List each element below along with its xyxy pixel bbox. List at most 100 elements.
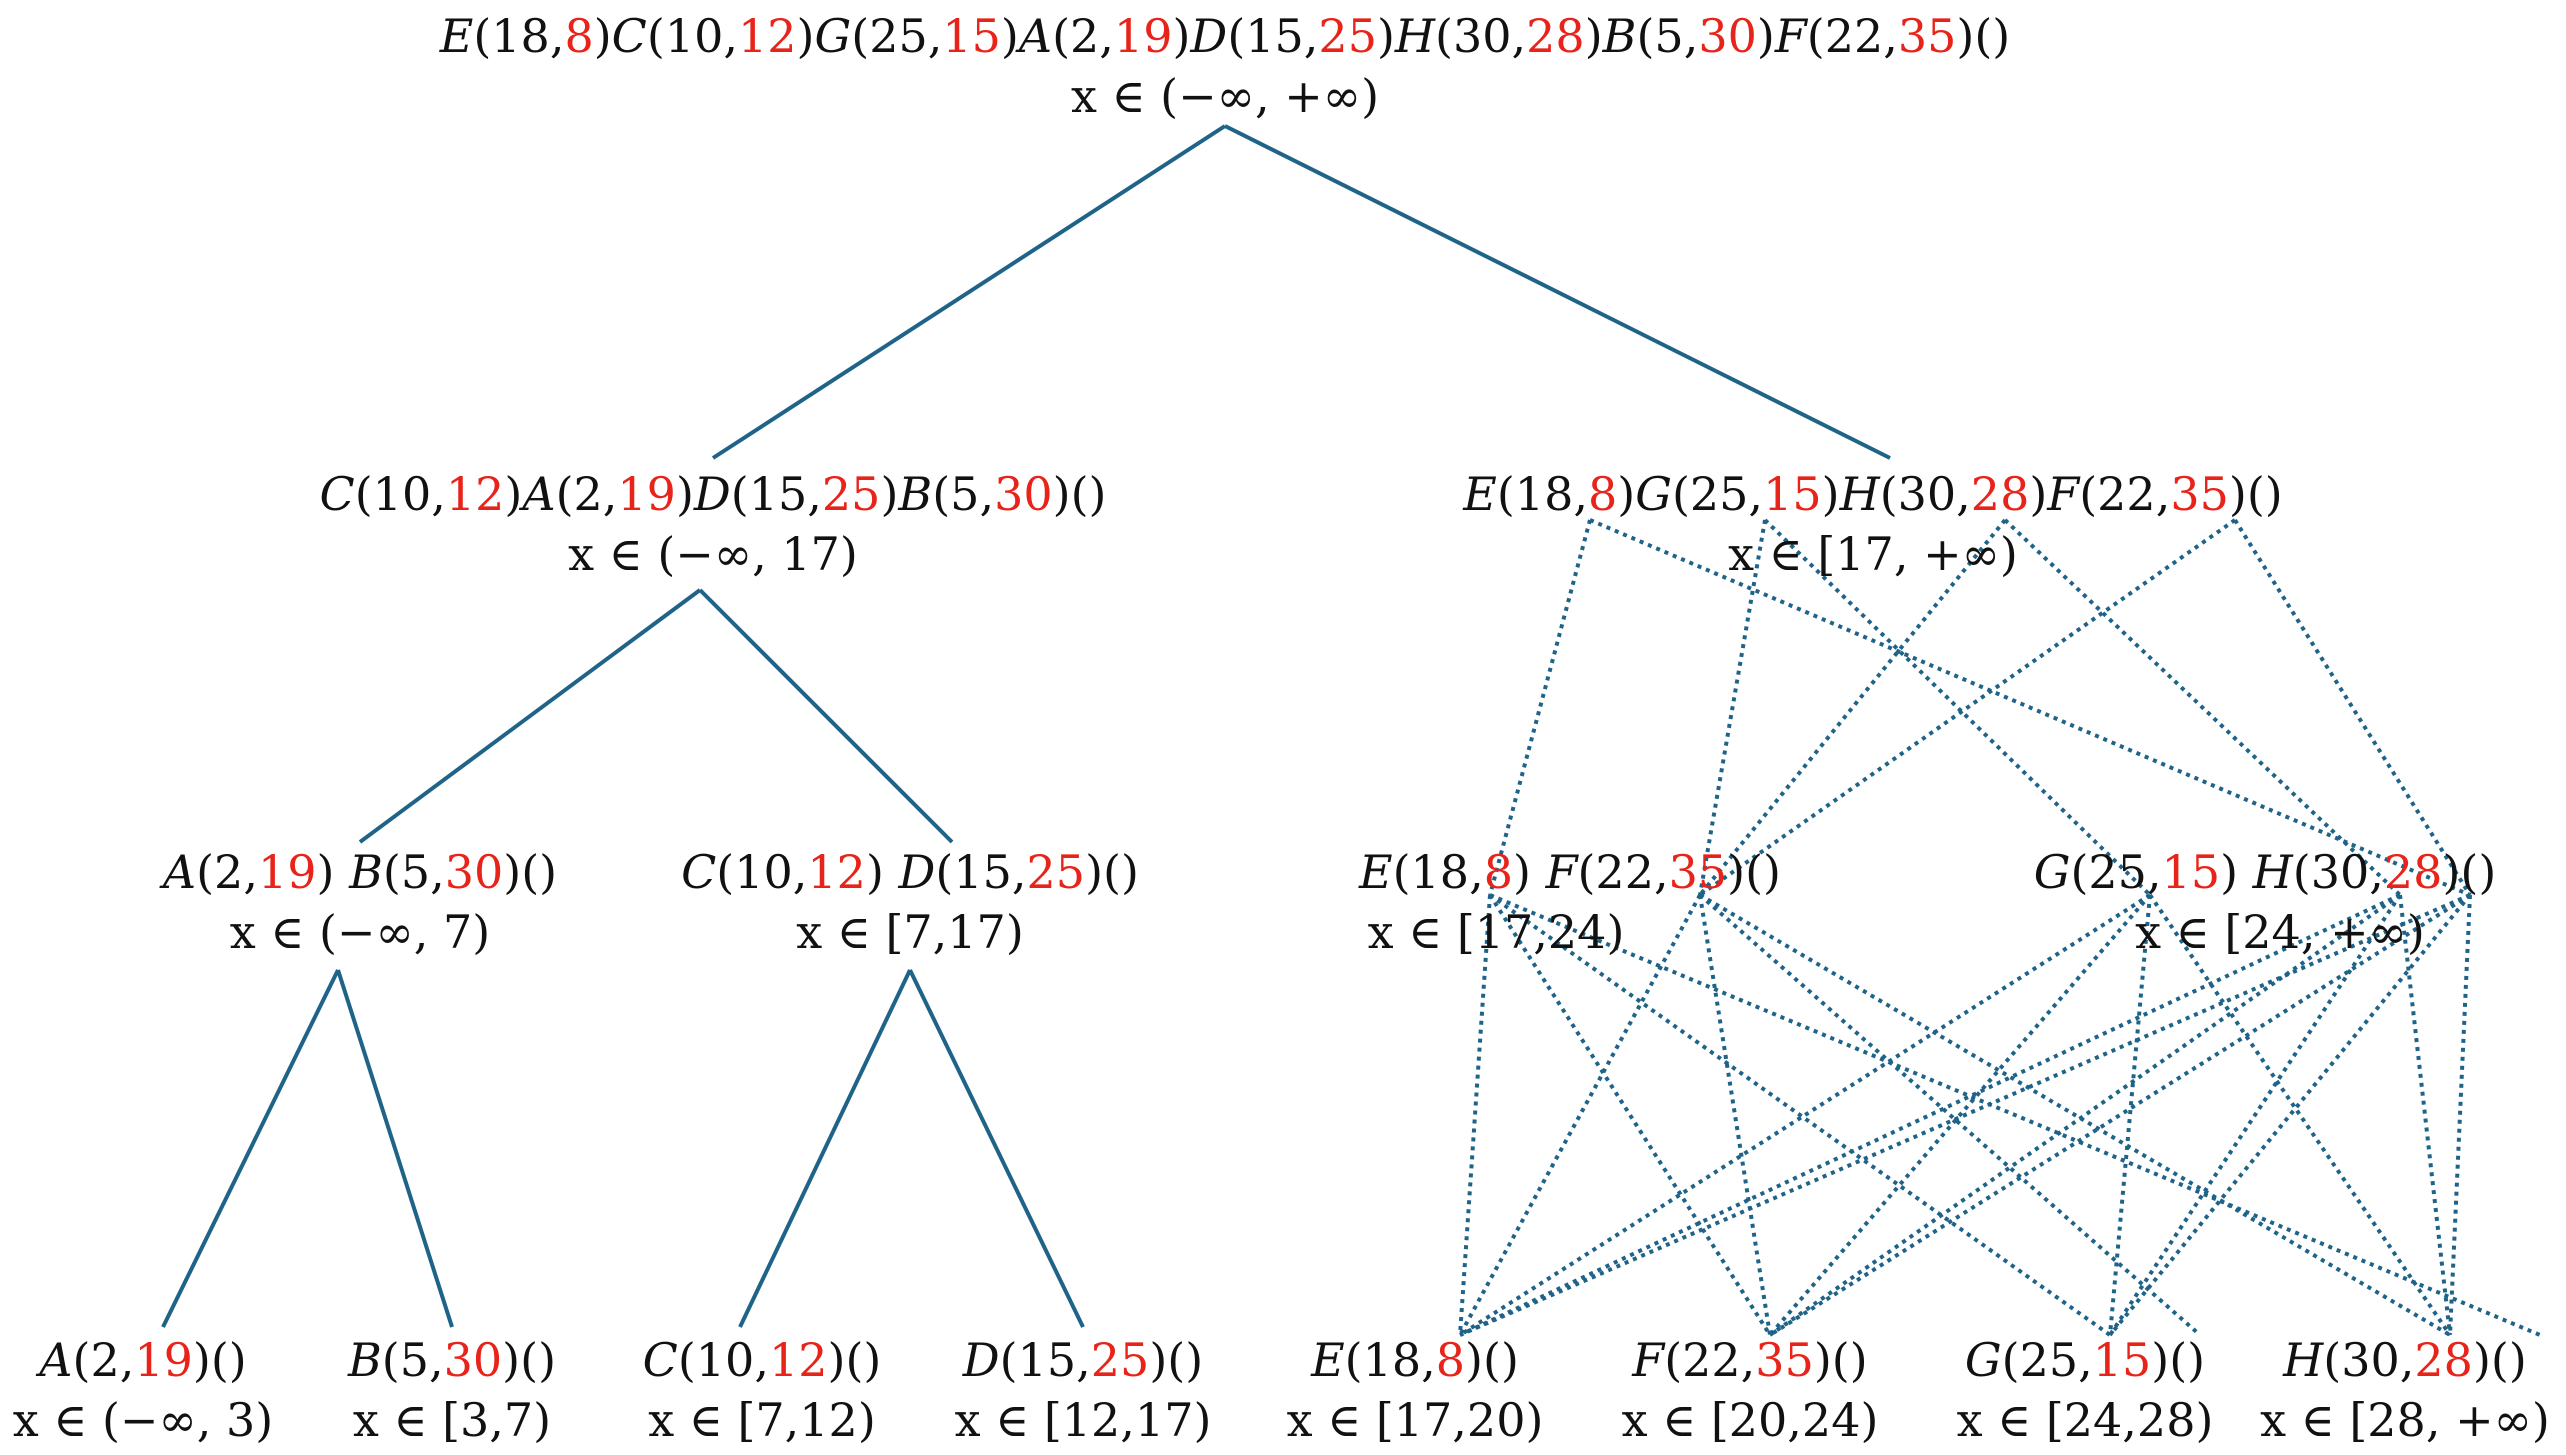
dotted-edge <box>1458 894 1492 1336</box>
node-gh-range: x ∈ [24, +∞) <box>2135 905 2425 959</box>
solid-edges <box>161 124 1891 1328</box>
node-left-points: C(10,12)A(2,19)D(15,25)B(5,30)() <box>319 467 1107 521</box>
node-ef: E(18,8) F(22,35)() x ∈ [17,24) <box>1359 842 1781 962</box>
point-label: D(15,25) <box>693 467 899 521</box>
node-f: F(22,35)() x ∈ [20,24) <box>1622 1330 1879 1450</box>
point-label: F(22,35) <box>1774 9 1975 63</box>
dotted-edge <box>1458 893 2152 1337</box>
node-gh: G(25,15) H(30,28)() x ∈ [24, +∞) <box>2034 842 2497 962</box>
dotted-edge <box>1458 894 1702 1336</box>
node-c-points: C(10,12)() <box>642 1333 882 1387</box>
dotted-edge <box>2108 893 2402 1337</box>
dotted-edge <box>1488 893 1772 1337</box>
point-label: D(15,25) <box>1190 9 1395 63</box>
point-label: B(5,30) <box>347 1333 521 1387</box>
dotted-edge <box>2108 894 2152 1336</box>
dotted-edge <box>1489 893 2541 1337</box>
point-label: H(30,28) <box>2252 845 2461 899</box>
dotted-edge <box>1488 519 1592 896</box>
node-left: C(10,12)A(2,19)D(15,25)B(5,30)() x ∈ (−∞… <box>320 464 1107 584</box>
point-label: C(10,12) <box>642 1333 846 1387</box>
dotted-edges <box>1458 518 2541 1337</box>
edge-root-right <box>1224 124 1891 460</box>
point-label: D(15,25) <box>898 845 1104 899</box>
dotted-edge <box>1589 518 2471 897</box>
point-label: B(5,30) <box>1602 9 1775 63</box>
node-f-points: F(22,35)() <box>1632 1333 1868 1387</box>
node-gh-points: G(25,15) H(30,28)() <box>2033 845 2497 899</box>
point-label: A(2,19) <box>1018 9 1191 63</box>
node-root-range: x ∈ (−∞, +∞) <box>1070 69 1380 123</box>
edge-ab-a <box>161 969 340 1328</box>
dotted-edge <box>1698 519 1767 896</box>
dotted-edge <box>2148 893 2452 1337</box>
dotted-edge <box>1768 893 2402 1337</box>
node-g: G(25,15)() x ∈ [24,28) <box>1957 1330 2214 1450</box>
dotted-edge <box>2398 894 2452 1336</box>
node-right-range: x ∈ [17, +∞) <box>1728 527 2018 581</box>
dotted-edge <box>1698 893 2452 1337</box>
dotted-edge <box>1698 894 1772 1336</box>
dotted-edge <box>1698 893 2202 1337</box>
point-label: F(22,35) <box>1632 1333 1832 1387</box>
node-right-points: E(18,8)G(25,15)H(30,28)F(22,35)() <box>1463 467 2283 521</box>
node-c-range: x ∈ [7,12) <box>648 1393 876 1447</box>
point-label: G(25,15) <box>1635 467 1840 521</box>
point-label: G(25,15) <box>1964 1333 2170 1387</box>
dotted-edge <box>2448 894 2472 1336</box>
node-root-points: E(18,8)C(10,12)G(25,15)A(2,19)D(15,25)H(… <box>439 9 2011 63</box>
point-label: G(25,15) <box>2033 845 2239 899</box>
node-d-points: D(15,25)() <box>962 1333 1204 1387</box>
edge-cd-d <box>908 969 1085 1328</box>
point-label: B(5,30) <box>349 845 522 899</box>
point-label: E(18,8) <box>1311 1333 1484 1387</box>
node-a-range: x ∈ (−∞, 3) <box>12 1393 274 1447</box>
node-a-points: A(2,19)() <box>39 1333 247 1387</box>
node-cd: C(10,12) D(15,25)() x ∈ [7,17) <box>681 842 1139 962</box>
node-c: C(10,12)() x ∈ [7,12) <box>643 1330 882 1450</box>
node-cd-points: C(10,12) D(15,25)() <box>681 845 1139 899</box>
node-b: B(5,30)() x ∈ [3,7) <box>348 1330 556 1450</box>
point-label: F(22,35) <box>2047 467 2247 521</box>
point-label: H(30,28) <box>1394 9 1603 63</box>
point-label: G(25,15) <box>814 9 1019 63</box>
edge-cd-c <box>738 969 912 1328</box>
edge-root-left <box>711 124 1227 460</box>
node-b-range: x ∈ [3,7) <box>352 1393 552 1447</box>
point-label: B(5,30) <box>898 467 1071 521</box>
node-b-points: B(5,30)() <box>347 1333 557 1387</box>
point-label: D(15,25) <box>962 1333 1168 1387</box>
node-left-range: x ∈ (−∞, 17) <box>568 527 858 581</box>
dotted-edge <box>1459 893 2401 1337</box>
node-ab-points: A(2,19) B(5,30)() <box>162 845 558 899</box>
node-e-range: x ∈ [17,20) <box>1286 1393 1544 1447</box>
node-h-range: x ∈ [28, +∞) <box>2260 1393 2550 1447</box>
node-e: E(18,8)() x ∈ [17,20) <box>1287 1330 1544 1450</box>
node-e-points: E(18,8)() <box>1311 1333 1519 1387</box>
node-ef-points: E(18,8) F(22,35)() <box>1359 845 1781 899</box>
node-ab-range: x ∈ (−∞, 7) <box>229 905 491 959</box>
dotted-edge <box>2003 518 2402 897</box>
edge-ab-b <box>336 969 454 1328</box>
node-h-points: H(30,28)() <box>2283 1333 2527 1387</box>
point-label: A(2,19) <box>39 1333 211 1387</box>
dotted-edge <box>1698 518 2237 897</box>
dotted-edge <box>1488 893 2112 1337</box>
point-label: E(18,8) <box>1463 467 1636 521</box>
node-d-range: x ∈ [12,17) <box>954 1393 1212 1447</box>
point-label: C(10,12) <box>681 845 884 899</box>
edge-left-cd <box>698 588 954 844</box>
point-label: E(18,8) <box>439 9 612 63</box>
edge-left-ab <box>358 588 702 844</box>
node-a: A(2,19)() x ∈ (−∞, 3) <box>13 1330 274 1450</box>
node-root: E(18,8)C(10,12)G(25,15)A(2,19)D(15,25)H(… <box>440 6 2011 126</box>
node-ab: A(2,19) B(5,30)() x ∈ (−∞, 7) <box>163 842 557 962</box>
node-g-points: G(25,15)() <box>1964 1333 2206 1387</box>
node-d: D(15,25)() x ∈ [12,17) <box>955 1330 1212 1450</box>
dotted-edge <box>2233 518 2472 897</box>
node-ef-range: x ∈ [17,24) <box>1367 905 1625 959</box>
point-label: A(2,19) <box>162 845 335 899</box>
dotted-edge <box>1768 893 2152 1337</box>
node-h: H(30,28)() x ∈ [28, +∞) <box>2260 1330 2550 1450</box>
